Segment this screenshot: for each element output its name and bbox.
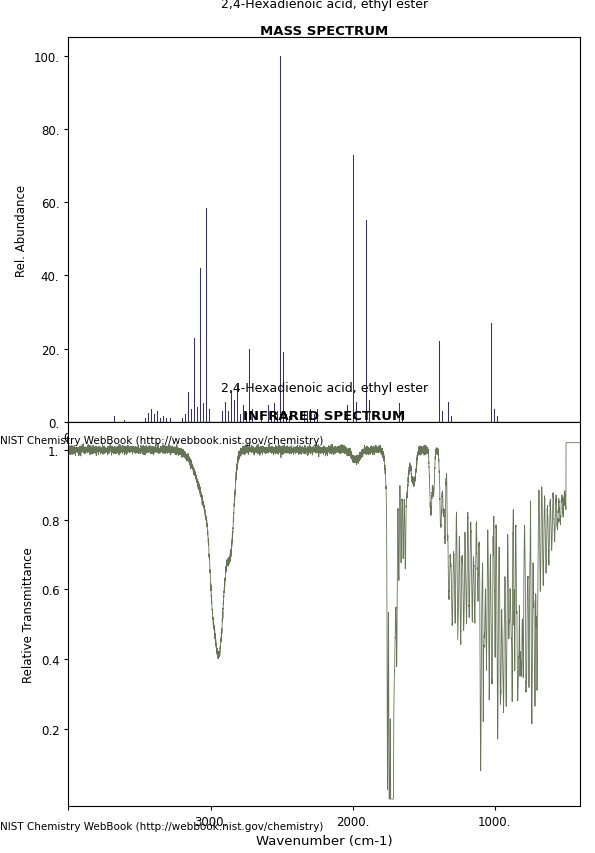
Y-axis label: Relative Transmittance: Relative Transmittance xyxy=(22,547,35,682)
Y-axis label: Rel. Abundance: Rel. Abundance xyxy=(15,184,28,276)
Title: MASS SPECTRUM: MASS SPECTRUM xyxy=(260,26,389,38)
Text: 2,4-Hexadienoic acid, ethyl ester: 2,4-Hexadienoic acid, ethyl ester xyxy=(221,0,428,11)
Text: 2,4-Hexadienoic acid, ethyl ester: 2,4-Hexadienoic acid, ethyl ester xyxy=(221,382,428,395)
Text: NIST Chemistry WebBook (http://webbook.nist.gov/chemistry): NIST Chemistry WebBook (http://webbook.n… xyxy=(0,436,323,446)
Title: INFRARED SPECTRUM: INFRARED SPECTRUM xyxy=(243,409,405,422)
X-axis label: Wavenumber (cm-1): Wavenumber (cm-1) xyxy=(256,833,393,847)
Text: NIST Chemistry WebBook (http://webbook.nist.gov/chemistry): NIST Chemistry WebBook (http://webbook.n… xyxy=(0,821,323,832)
X-axis label: m/z: m/z xyxy=(312,450,336,463)
